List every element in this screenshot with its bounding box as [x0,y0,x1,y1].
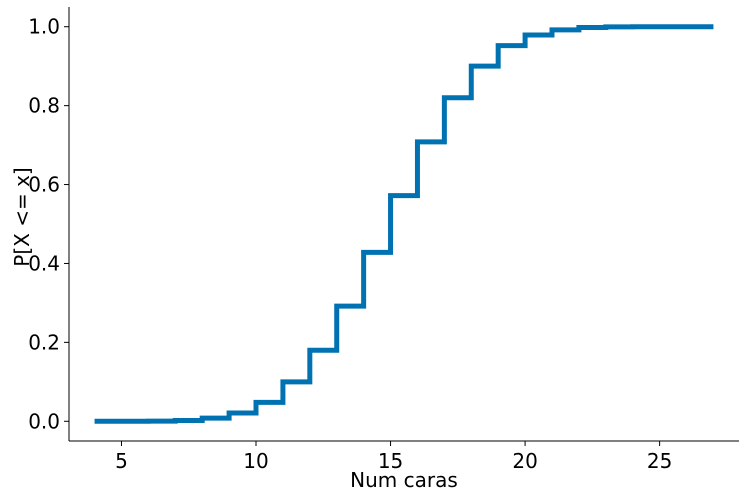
y-axis-ticks: 0.00.20.40.60.81.0 [28,15,69,434]
x-tick-label: 10 [243,449,268,473]
y-tick-label: 0.0 [28,409,60,433]
x-tick-label: 5 [115,449,128,473]
y-tick-label: 0.2 [28,330,60,354]
cdf-step-line [95,27,714,422]
x-tick-label: 25 [647,449,672,473]
x-axis-label: Num caras [350,468,458,492]
y-tick-label: 1.0 [28,15,60,39]
y-axis-label: P[X <= x] [10,167,34,266]
y-tick-label: 0.8 [28,94,60,118]
series-layer [95,27,714,422]
axes-spines [69,7,739,441]
x-tick-label: 20 [512,449,537,473]
